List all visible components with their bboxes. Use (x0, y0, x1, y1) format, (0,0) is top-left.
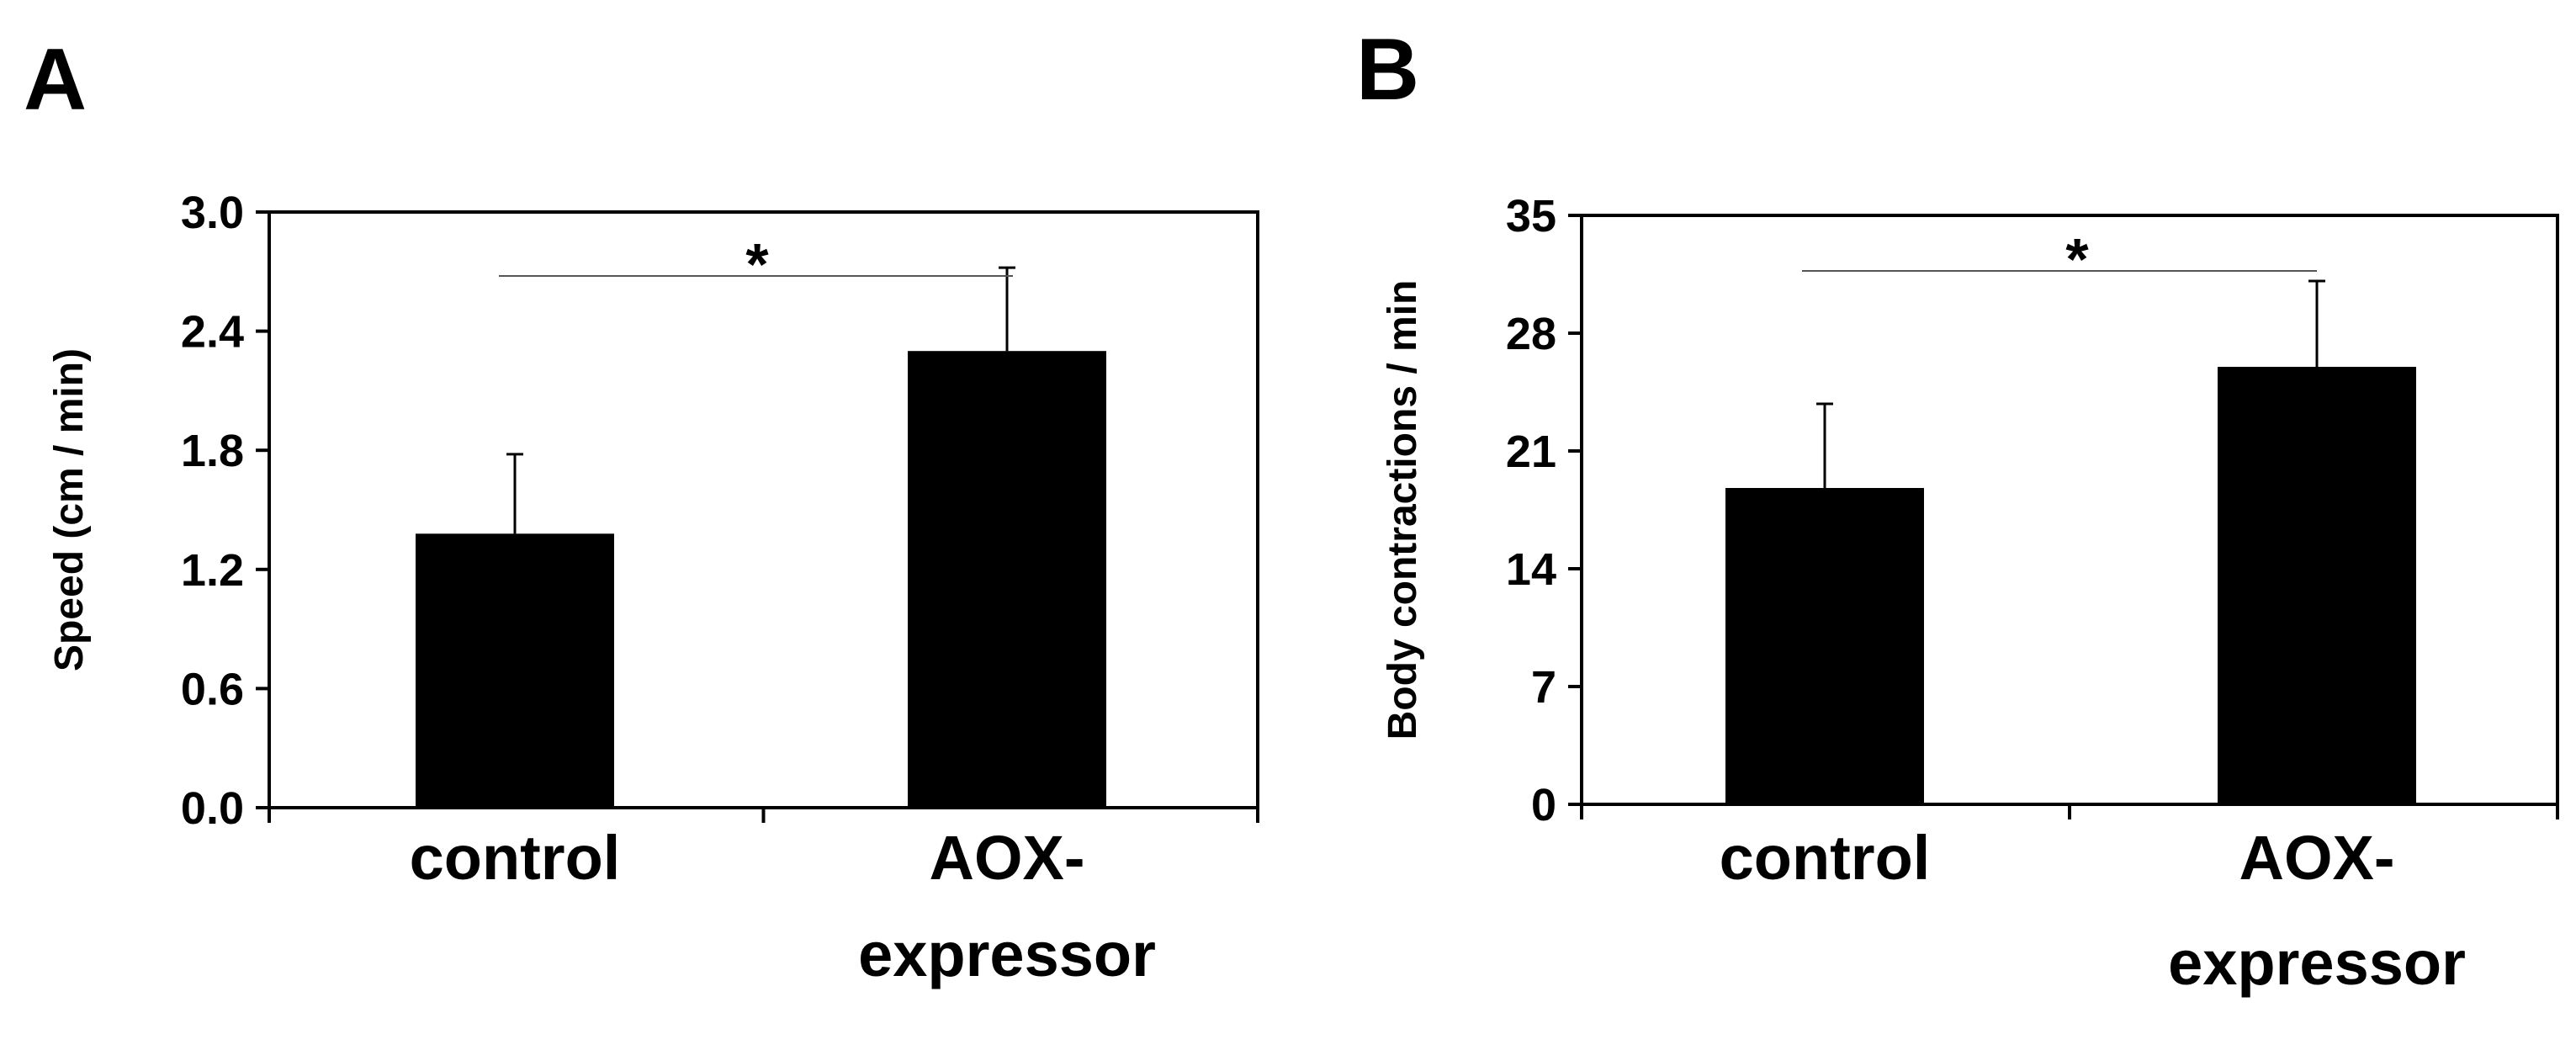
y-tick-label: 35 (1506, 191, 1556, 241)
chart-panel-a: A 0.0 0.6 1.2 1.8 2.4 3.0 Speed (cm / min) contr… (24, 31, 1259, 989)
panel-letter: B (1356, 21, 1419, 119)
y-tick-label: 28 (1506, 309, 1556, 359)
y-tick-label: 1.8 (181, 426, 244, 476)
y-tick-label: 0 (1531, 780, 1556, 830)
x-category-label: expressor (858, 920, 1156, 989)
y-tick-label: 7 (1531, 662, 1556, 713)
panel-letter: A (24, 31, 87, 129)
significance-marker: * (745, 231, 769, 297)
y-axis-title: Body contractions / min (1381, 280, 1425, 740)
bar-control (416, 533, 614, 808)
y-tick-label: 21 (1506, 427, 1556, 477)
y-tick-label: 1.2 (181, 545, 244, 596)
y-axis-title: Speed (cm / min) (47, 348, 92, 671)
significance-marker: * (2065, 226, 2089, 292)
x-category-label: AOX- (930, 823, 1085, 893)
y-tick-label: 3.0 (181, 188, 244, 238)
y-tick-label: 14 (1506, 544, 1556, 595)
bar-aox-expressor (2218, 367, 2416, 804)
x-category-label: AOX- (2239, 823, 2395, 893)
x-category-label: control (1720, 823, 1931, 893)
x-category-label: expressor (2168, 928, 2466, 998)
y-tick-label: 2.4 (181, 307, 244, 358)
y-tick-label: 0.6 (181, 664, 244, 714)
bar-aox-expressor (908, 351, 1106, 808)
bar-control (1725, 488, 1924, 804)
x-category-label: control (410, 823, 621, 893)
chart-panel-b: B 0 7 14 21 28 35 Body contractions / min contro… (1356, 21, 2559, 998)
y-tick-label: 0.0 (181, 783, 244, 834)
